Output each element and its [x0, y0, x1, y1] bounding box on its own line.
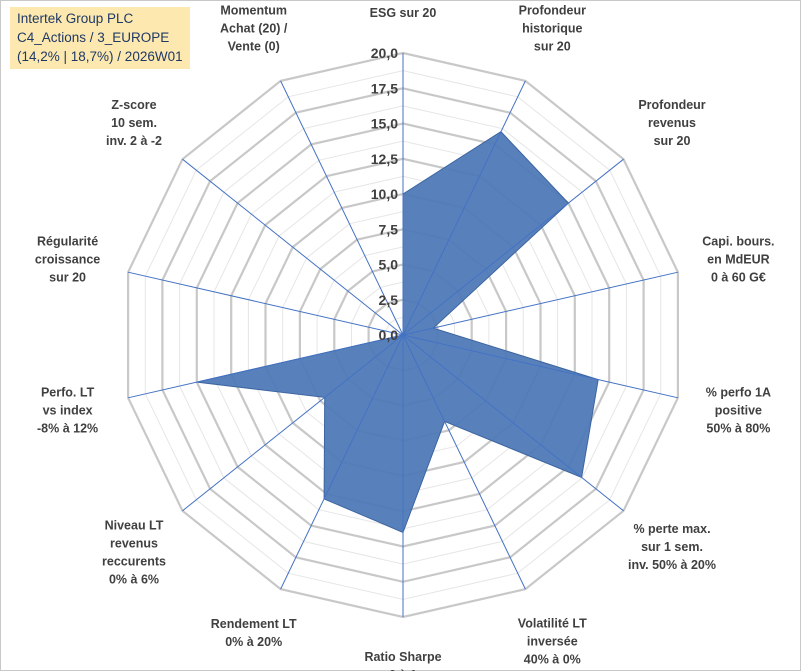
axis-label-line: 10 sem.	[111, 116, 157, 130]
r-tick-label: 2,5	[379, 292, 399, 308]
radar-tick-labels: 0,0 2,5 5,0 7,5 10,0 12,5 15,0 17,5 20,0	[371, 45, 398, 343]
axis-label-line: positive	[715, 404, 762, 418]
axis-label: Perfo. LT vs index -8% à 12%	[37, 386, 98, 436]
axis-label-line: Régularité	[37, 234, 98, 248]
axis-label-line: 40% à 0%	[524, 652, 581, 666]
axis-spoke	[127, 271, 404, 336]
axis-label-line: sur 20	[534, 40, 571, 54]
axis-label-line: sur 20	[49, 270, 86, 284]
axis-label-line: Rendement LT	[211, 617, 297, 631]
chart-title-company: Intertek Group PLC	[17, 11, 134, 26]
axis-label-line: Profondeur	[638, 98, 705, 112]
axis-label-line: % perte max.	[633, 522, 710, 536]
axis-label: Niveau LT revenus reccurents 0% à 6%	[102, 519, 166, 587]
axis-label-line: croissance	[35, 252, 100, 266]
axis-label-line: % perfo 1A	[706, 386, 771, 400]
axis-label-line: -8% à 12%	[37, 422, 98, 436]
axis-label: Volatilité LT inversée 40% à 0%	[518, 616, 587, 666]
axis-spoke	[402, 334, 526, 590]
axis-label-line: revenus	[110, 537, 158, 551]
axis-label-line: ESG sur 20	[370, 6, 437, 20]
axis-label-line: Vente (0)	[228, 40, 280, 54]
r-tick-label: 5,0	[379, 257, 399, 273]
axis-spoke	[182, 334, 404, 512]
axis-label: Rendement LT 0% à 20%	[211, 617, 297, 649]
axis-label: % perfo 1A positive 50% à 80%	[706, 386, 771, 436]
axis-spoke	[402, 158, 624, 336]
axis-label: Profondeur revenus sur 20	[638, 98, 705, 148]
axis-spoke	[280, 80, 404, 336]
axis-label: Capi. bours. en MdEUR 0 à 60 G€	[702, 234, 774, 284]
axis-label-line: sur 20	[654, 134, 691, 148]
axis-spoke	[402, 334, 624, 512]
axis-label: % perte max. sur 1 sem. inv. 50% à 20%	[628, 522, 716, 572]
axis-label: Ratio Sharpe 0 à 1	[364, 650, 441, 671]
axis-label: Note ESG sur 20	[370, 0, 437, 20]
r-tick-label: 10,0	[371, 186, 398, 202]
axis-label-line: sur 1 sem.	[641, 540, 703, 554]
axis-label-line: 50% à 80%	[706, 422, 770, 436]
axis-label-line: revenus	[648, 116, 696, 130]
r-tick-label: 0,0	[379, 327, 399, 343]
axis-label-line: Volatilité LT	[518, 616, 587, 630]
r-tick-label: 12,5	[371, 151, 398, 167]
axis-label-line: 0% à 20%	[225, 635, 282, 649]
r-tick-label: 20,0	[371, 45, 398, 61]
radar-axis-labels: Note ESG sur 20 Profondeur historique sur 20…	[35, 0, 775, 671]
r-tick-label: 17,5	[371, 80, 398, 96]
axis-label-line: 0% à 6%	[109, 573, 159, 587]
axis-label-line: reccurents	[102, 555, 166, 569]
axis-label-line: Z-score	[111, 98, 156, 112]
axis-spoke	[402, 334, 679, 399]
axis-spoke	[127, 334, 404, 399]
axis-label-line: Perfo. LT	[41, 386, 95, 400]
radar-spokes	[127, 53, 679, 617]
axis-label-line: 0 à 1	[389, 668, 417, 671]
axis-label-line: Capi. bours.	[702, 234, 774, 248]
r-tick-label: 15,0	[371, 116, 398, 132]
axis-label-line: Achat (20) /	[220, 22, 288, 36]
axis-label-line: 0 à 60 G€	[711, 270, 766, 284]
chart-title-category: C4_Actions / 3_EUROPE	[17, 30, 170, 45]
axis-spoke	[280, 334, 404, 590]
axis-label-line: vs index	[43, 404, 93, 418]
r-tick-label: 7,5	[379, 221, 399, 237]
axis-label: Régularité croissance sur 20	[35, 234, 100, 284]
axis-label-line: Profondeur	[519, 4, 586, 18]
axis-label-line: Niveau LT	[105, 519, 164, 533]
chart-title-box: Intertek Group PLC C4_Actions / 3_EUROPE…	[10, 7, 190, 69]
axis-label: Momentum Achat (20) / Vente (0)	[220, 4, 288, 54]
axis-label-line: inv. 2 à -2	[106, 134, 162, 148]
axis-label-line: Note	[389, 0, 417, 2]
axis-label: Z-score 10 sem. inv. 2 à -2	[106, 98, 162, 148]
axis-label: Profondeur historique sur 20	[519, 4, 586, 54]
axis-spoke	[402, 80, 526, 336]
axis-label-line: inv. 50% à 20%	[628, 558, 716, 572]
axis-label-line: Momentum	[220, 4, 287, 18]
chart-title-stats: (14,2% | 18,7%) / 2026W01	[17, 49, 183, 64]
axis-label-line: en MdEUR	[707, 252, 770, 266]
axis-label-line: Ratio Sharpe	[364, 650, 441, 664]
axis-label-line: historique	[522, 22, 582, 36]
axis-spoke	[182, 158, 404, 336]
axis-spoke	[402, 271, 679, 336]
axis-label-line: inversée	[527, 634, 578, 648]
